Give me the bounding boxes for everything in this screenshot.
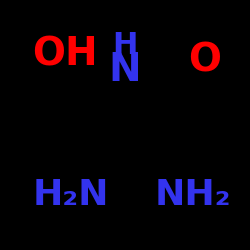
Text: OH: OH [32, 36, 98, 74]
Text: N: N [109, 51, 141, 89]
Text: H₂N: H₂N [32, 178, 109, 212]
Text: H: H [112, 30, 138, 60]
Text: NH₂: NH₂ [155, 178, 232, 212]
Text: O: O [188, 41, 222, 79]
